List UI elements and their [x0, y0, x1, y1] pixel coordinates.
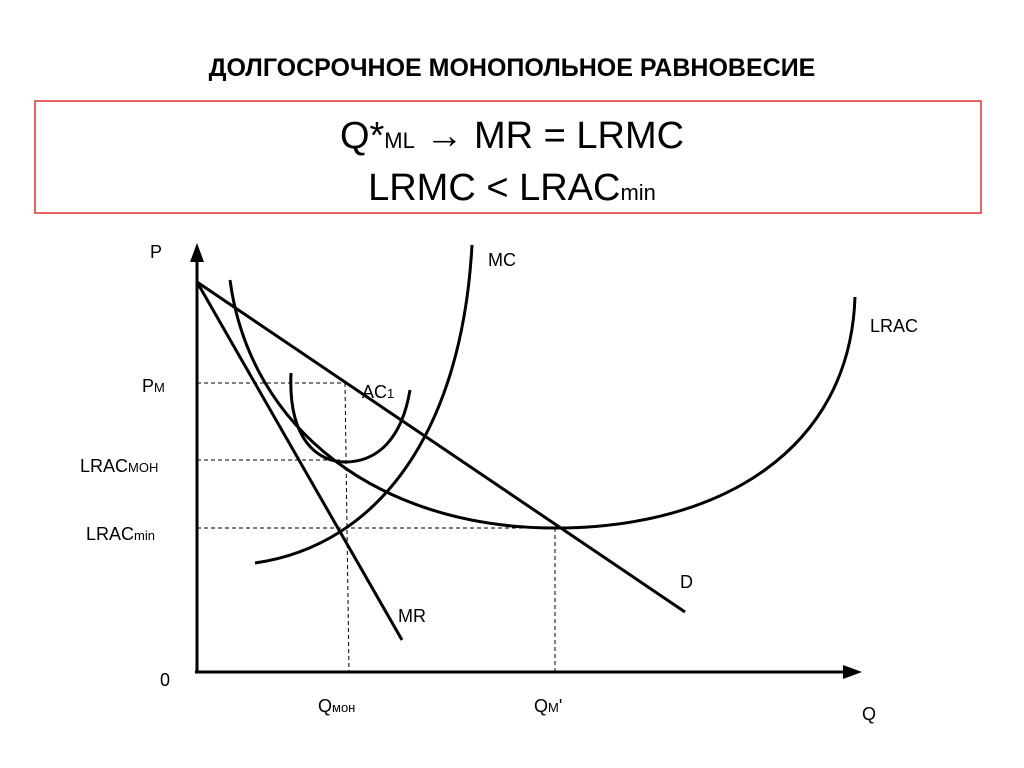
- text-part: LRMC < LRAC: [368, 167, 620, 209]
- text-part: Q: [318, 696, 332, 716]
- label: D: [680, 572, 693, 592]
- text-part: 1: [387, 386, 394, 401]
- label: Q: [862, 704, 876, 724]
- text-part: ': [559, 696, 562, 716]
- text-part: P: [142, 376, 154, 396]
- arrow: [190, 243, 204, 262]
- text-part: МОН: [128, 460, 158, 475]
- text-part: min: [620, 180, 655, 205]
- label: 0: [160, 670, 170, 690]
- title: ДОЛГОСРОЧНОЕ МОНОПОЛЬНОЕ РАВНОВЕСИЕ: [209, 54, 816, 82]
- label: LRACМОН: [80, 456, 158, 476]
- text-part: ML: [384, 128, 415, 153]
- label: MR: [398, 606, 426, 626]
- formula-line: LRMC < LRACmin: [368, 167, 656, 209]
- mc: [254, 244, 474, 565]
- label: LRAC: [870, 316, 918, 336]
- label: PM: [142, 376, 165, 396]
- text-part: LRAC: [86, 524, 134, 544]
- label: AC1: [362, 382, 394, 402]
- formula-line: Q*ML → MR = LRMC: [340, 115, 684, 157]
- text-part: AC: [362, 382, 387, 402]
- lrac: [228, 279, 857, 530]
- text-part: Q: [534, 696, 548, 716]
- text-part: → MR = LRMC: [425, 115, 684, 157]
- label: LRACmin: [86, 524, 155, 544]
- text-part: Q*: [340, 115, 385, 157]
- guide: [344, 382, 350, 673]
- text-part: min: [134, 528, 155, 543]
- ac1: [289, 372, 412, 464]
- text-part: LRAC: [80, 456, 128, 476]
- text-part: M: [154, 380, 165, 395]
- label: Qмон: [318, 696, 355, 716]
- mr: [195, 281, 404, 641]
- text-part: M: [548, 700, 559, 715]
- formula-box: [34, 100, 982, 214]
- arrow: [843, 665, 862, 679]
- demand: [196, 280, 686, 614]
- label: QM': [534, 696, 562, 716]
- label: MC: [488, 250, 516, 270]
- label: P: [150, 242, 162, 262]
- text-part: мон: [332, 700, 355, 715]
